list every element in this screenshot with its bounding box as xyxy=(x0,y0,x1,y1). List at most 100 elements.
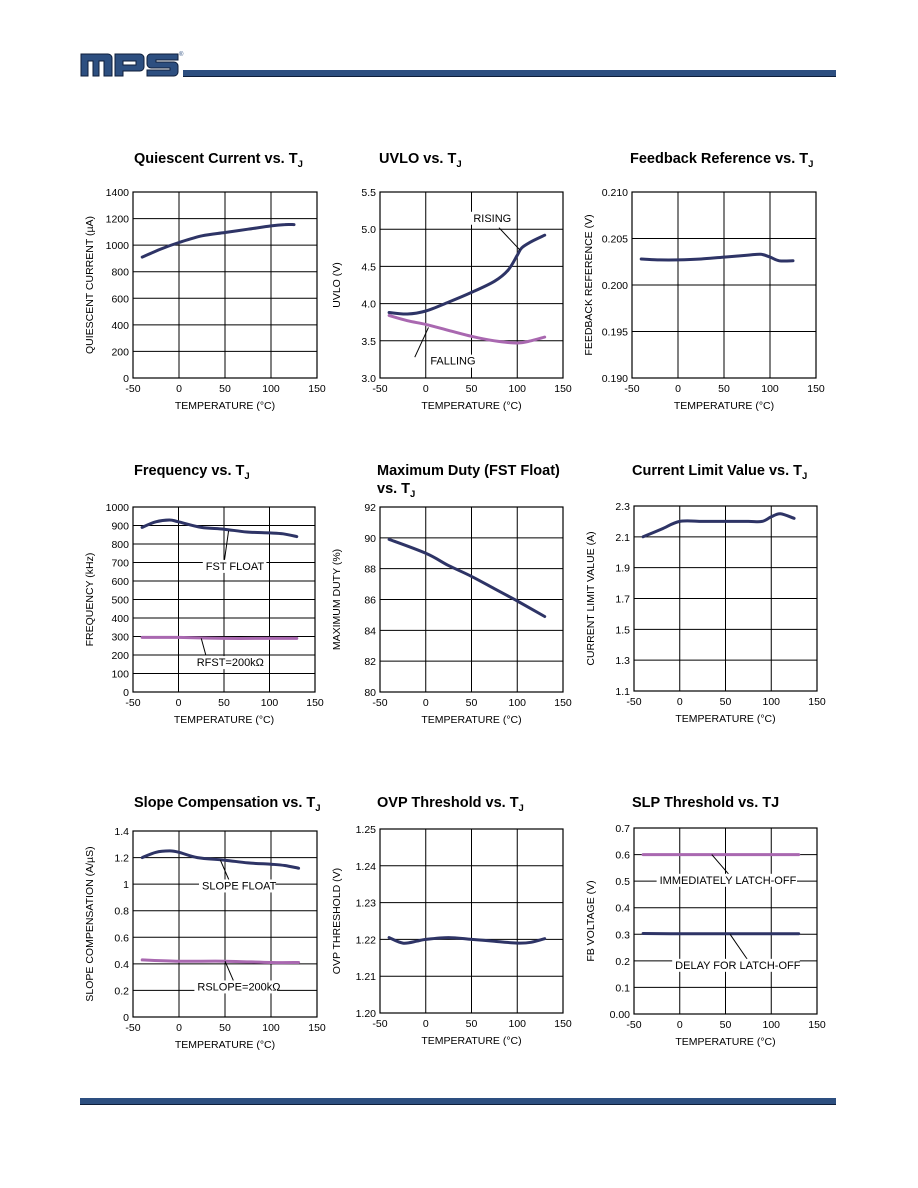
y-axis-label: CURRENT LIMIT VALUE (A) xyxy=(585,531,597,665)
chart-currentlimit: -50 0 50 100 150 1.1 1.3 1.5 1.7 1.9 2.1 2.3 TEMPERA… xyxy=(585,501,826,725)
y-tick-label: 500 xyxy=(111,595,129,607)
y-axis-label: SLOPE COMPENSATION (A/µS) xyxy=(84,846,96,1001)
y-tick-label: 400 xyxy=(111,320,129,332)
x-tick-label: 0 xyxy=(423,383,429,395)
y-tick-label: 1.9 xyxy=(615,563,630,575)
x-tick-label: -50 xyxy=(125,697,140,709)
annotation-bg xyxy=(194,980,278,994)
chart-title-slope: Slope Compensation vs. TJ xyxy=(134,795,321,814)
x-tick-label: 150 xyxy=(808,696,826,708)
x-axis-label: TEMPERATURE (°C) xyxy=(175,1039,275,1051)
chart-title-frequency: Frequency vs. TJ xyxy=(134,463,250,482)
x-tick-label: 100 xyxy=(508,697,526,709)
x-tick-label: -50 xyxy=(372,697,387,709)
footer-rule xyxy=(80,1098,836,1105)
header-rule xyxy=(183,70,836,77)
y-tick-label: 1.22 xyxy=(356,934,377,946)
annotation-label: IMMEDIATELY LATCH-OFF xyxy=(660,875,797,887)
annotation-bg xyxy=(470,211,515,225)
x-tick-label: -50 xyxy=(125,1022,140,1034)
mps-logo: ® xyxy=(80,51,184,77)
x-tick-label: 100 xyxy=(508,383,526,395)
y-tick-label: 0 xyxy=(123,373,129,385)
series-line-rising xyxy=(387,233,547,316)
x-tick-label: 50 xyxy=(219,383,231,395)
annotation-leader xyxy=(414,327,429,358)
y-tick-label: 0.200 xyxy=(602,280,628,292)
y-tick-label: 1 xyxy=(123,879,129,891)
x-tick-label: 100 xyxy=(762,1019,780,1031)
x-tick-label: 50 xyxy=(720,1019,732,1031)
y-tick-label: 1.25 xyxy=(356,824,377,836)
y-tick-label: 600 xyxy=(111,293,129,305)
series-line-rfst-200k- xyxy=(140,635,299,640)
y-axis-label: OVP THRESHOLD (V) xyxy=(331,868,343,974)
x-tick-label: 50 xyxy=(218,697,230,709)
y-tick-label: 0.3 xyxy=(615,929,630,941)
chart-ovp: -50 0 50 100 150 1.20 1.21 1.22 1.23 1.24 1.25 TEMP… xyxy=(331,824,572,1047)
annotation-bg xyxy=(427,354,479,368)
y-tick-label: 1.21 xyxy=(356,971,377,983)
chart-title-ovp: OVP Threshold vs. TJ xyxy=(377,795,524,814)
y-tick-label: 0.00 xyxy=(610,1009,631,1021)
x-axis-label: TEMPERATURE (°C) xyxy=(674,400,774,412)
series-line-rslope-200k- xyxy=(140,958,301,965)
x-tick-label: 150 xyxy=(306,697,324,709)
y-tick-label: 1.23 xyxy=(356,898,377,910)
plot-frame xyxy=(379,506,564,693)
x-tick-label: 150 xyxy=(308,1022,326,1034)
annotation-leader xyxy=(224,961,235,983)
y-tick-label: 0.190 xyxy=(602,373,628,385)
x-tick-label: 50 xyxy=(718,383,730,395)
annotation-bg xyxy=(193,656,264,670)
y-tick-label: 1000 xyxy=(106,502,130,514)
x-axis-label: TEMPERATURE (°C) xyxy=(675,713,775,725)
chart-title-currentlimit: Current Limit Value vs. TJ xyxy=(632,463,808,482)
y-tick-label: 4.5 xyxy=(361,261,376,273)
y-tick-label: 400 xyxy=(111,613,129,625)
y-tick-label: 200 xyxy=(111,346,129,358)
series-line xyxy=(641,512,796,539)
y-tick-label: 900 xyxy=(111,521,129,533)
x-tick-label: 0 xyxy=(423,1018,429,1030)
y-axis-label: UVLO (V) xyxy=(331,262,343,308)
annotation-label: RISING xyxy=(473,213,511,225)
chart-slp: -50 0 50 100 150 0.00 0.1 0.2 0.3 0.4 0.5 0.6 0.7 TEM… xyxy=(585,823,826,1048)
plot-frame xyxy=(132,830,318,1018)
series-line-fst-float xyxy=(140,518,299,539)
y-tick-label: 0.4 xyxy=(114,959,129,971)
y-tick-label: 0.5 xyxy=(615,876,630,888)
annotation-leader xyxy=(711,854,731,877)
y-tick-label: 90 xyxy=(364,533,376,545)
x-tick-label: 150 xyxy=(807,383,825,395)
y-tick-label: 2.1 xyxy=(615,532,630,544)
y-tick-label: 2.3 xyxy=(615,501,630,513)
y-tick-label: 1400 xyxy=(106,187,130,199)
y-tick-label: 0.8 xyxy=(114,906,129,918)
series-line xyxy=(140,222,296,259)
x-tick-label: 150 xyxy=(554,697,572,709)
x-tick-label: 50 xyxy=(219,1022,231,1034)
annotation-label: RSLOPE=200kΩ xyxy=(197,981,280,993)
y-tick-label: 1.1 xyxy=(615,686,630,698)
x-tick-label: 50 xyxy=(466,697,478,709)
y-axis-label: FREQUENCY (kHz) xyxy=(84,553,96,647)
annotation-label: SLOPE FLOAT xyxy=(202,880,277,892)
series-line xyxy=(639,252,795,263)
chart-uvlo: -50 0 50 100 150 3.0 3.5 4.0 4.5 5.0 5.5 TEMPERATUR… xyxy=(331,187,572,412)
chart-title-quiescent: Quiescent Current vs. TJ xyxy=(134,151,303,170)
svg-text:®: ® xyxy=(179,51,184,58)
annotation-leader xyxy=(498,227,521,251)
y-tick-label: 0 xyxy=(123,1012,129,1024)
y-tick-label: 1.3 xyxy=(615,655,630,667)
y-tick-label: 0.210 xyxy=(602,187,628,199)
y-tick-label: 92 xyxy=(364,502,376,514)
y-tick-label: 0 xyxy=(123,687,129,699)
y-tick-label: 300 xyxy=(111,632,129,644)
y-tick-label: 4.0 xyxy=(361,299,376,311)
x-tick-label: 100 xyxy=(762,696,780,708)
y-tick-label: 1200 xyxy=(106,214,130,226)
x-tick-label: -50 xyxy=(372,383,387,395)
x-tick-label: 100 xyxy=(261,697,279,709)
